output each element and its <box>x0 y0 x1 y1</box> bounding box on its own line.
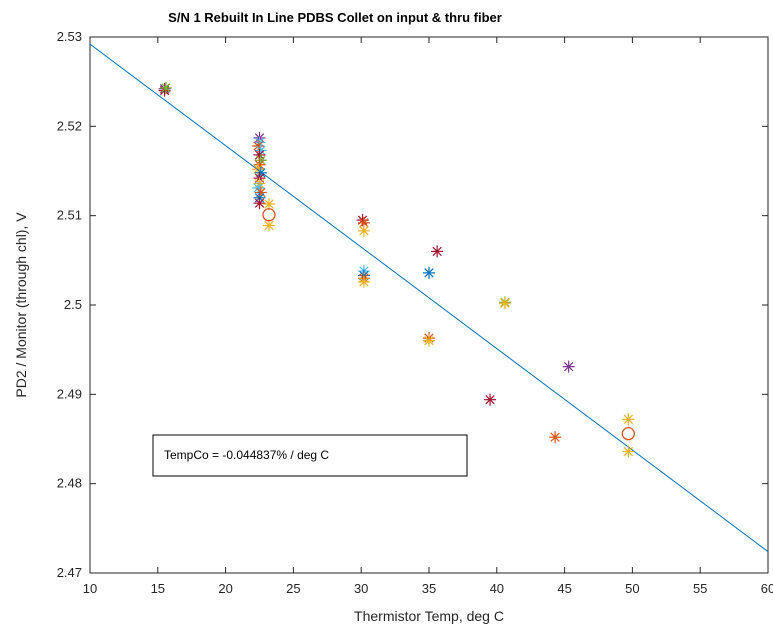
data-point <box>254 166 267 179</box>
data-point <box>562 360 575 373</box>
annotation-box <box>152 434 468 477</box>
y-tick-label: 2.48 <box>57 476 82 491</box>
mean-circle <box>621 426 635 441</box>
annotation-text: TempCo = -0.044837% / deg C <box>164 448 329 462</box>
data-point <box>254 186 267 199</box>
x-tick-label: 40 <box>490 581 504 596</box>
plot-area <box>89 36 769 574</box>
mean-circles-layer <box>262 208 635 441</box>
x-tick-label: 60 <box>761 581 773 596</box>
y-tick-label: 2.47 <box>57 565 82 580</box>
y-tick-label: 2.5 <box>64 297 82 312</box>
data-point <box>262 219 275 232</box>
y-axis-label: PD2 / Monitor (through chl), V <box>13 212 29 398</box>
data-point <box>262 198 275 211</box>
x-tick-label: 55 <box>693 581 707 596</box>
data-point <box>622 445 635 458</box>
data-points-layer <box>158 81 635 458</box>
x-tick-label: 45 <box>557 581 571 596</box>
data-point <box>253 148 266 161</box>
y-tick-label: 2.51 <box>57 208 82 223</box>
x-tick-label: 15 <box>151 581 165 596</box>
y-tick-label: 2.53 <box>57 29 82 44</box>
x-tick-label: 20 <box>218 581 232 596</box>
x-tick-label: 10 <box>83 581 97 596</box>
axis-ticks-layer: 10 15 20 25 30 35 40 45 50 55 60 2.47 2.48 2.49 2.5 2.5… <box>57 29 773 596</box>
data-point <box>423 266 435 279</box>
data-point <box>431 245 444 258</box>
fit-line-layer <box>89 43 769 552</box>
data-point <box>484 393 497 406</box>
data-point <box>622 413 635 426</box>
chart-title: S/N 1 Rebuilt In Line PDBS Collet on inp… <box>168 10 502 25</box>
x-tick-label: 30 <box>354 581 368 596</box>
data-point <box>498 297 511 310</box>
fit-line <box>89 43 769 552</box>
data-point <box>253 197 266 210</box>
data-point <box>357 275 370 288</box>
x-tick-label: 50 <box>625 581 639 596</box>
data-point <box>357 224 370 237</box>
data-point <box>159 81 172 94</box>
mean-circle <box>262 208 276 222</box>
x-axis-label: Thermistor Temp, deg C <box>354 608 504 624</box>
data-point <box>423 334 435 347</box>
y-tick-label: 2.49 <box>57 386 82 401</box>
data-point <box>252 163 265 176</box>
x-tick-label: 35 <box>422 581 436 596</box>
data-point <box>549 431 562 444</box>
y-tick-label: 2.52 <box>57 118 82 133</box>
x-tick-label: 25 <box>286 581 300 596</box>
